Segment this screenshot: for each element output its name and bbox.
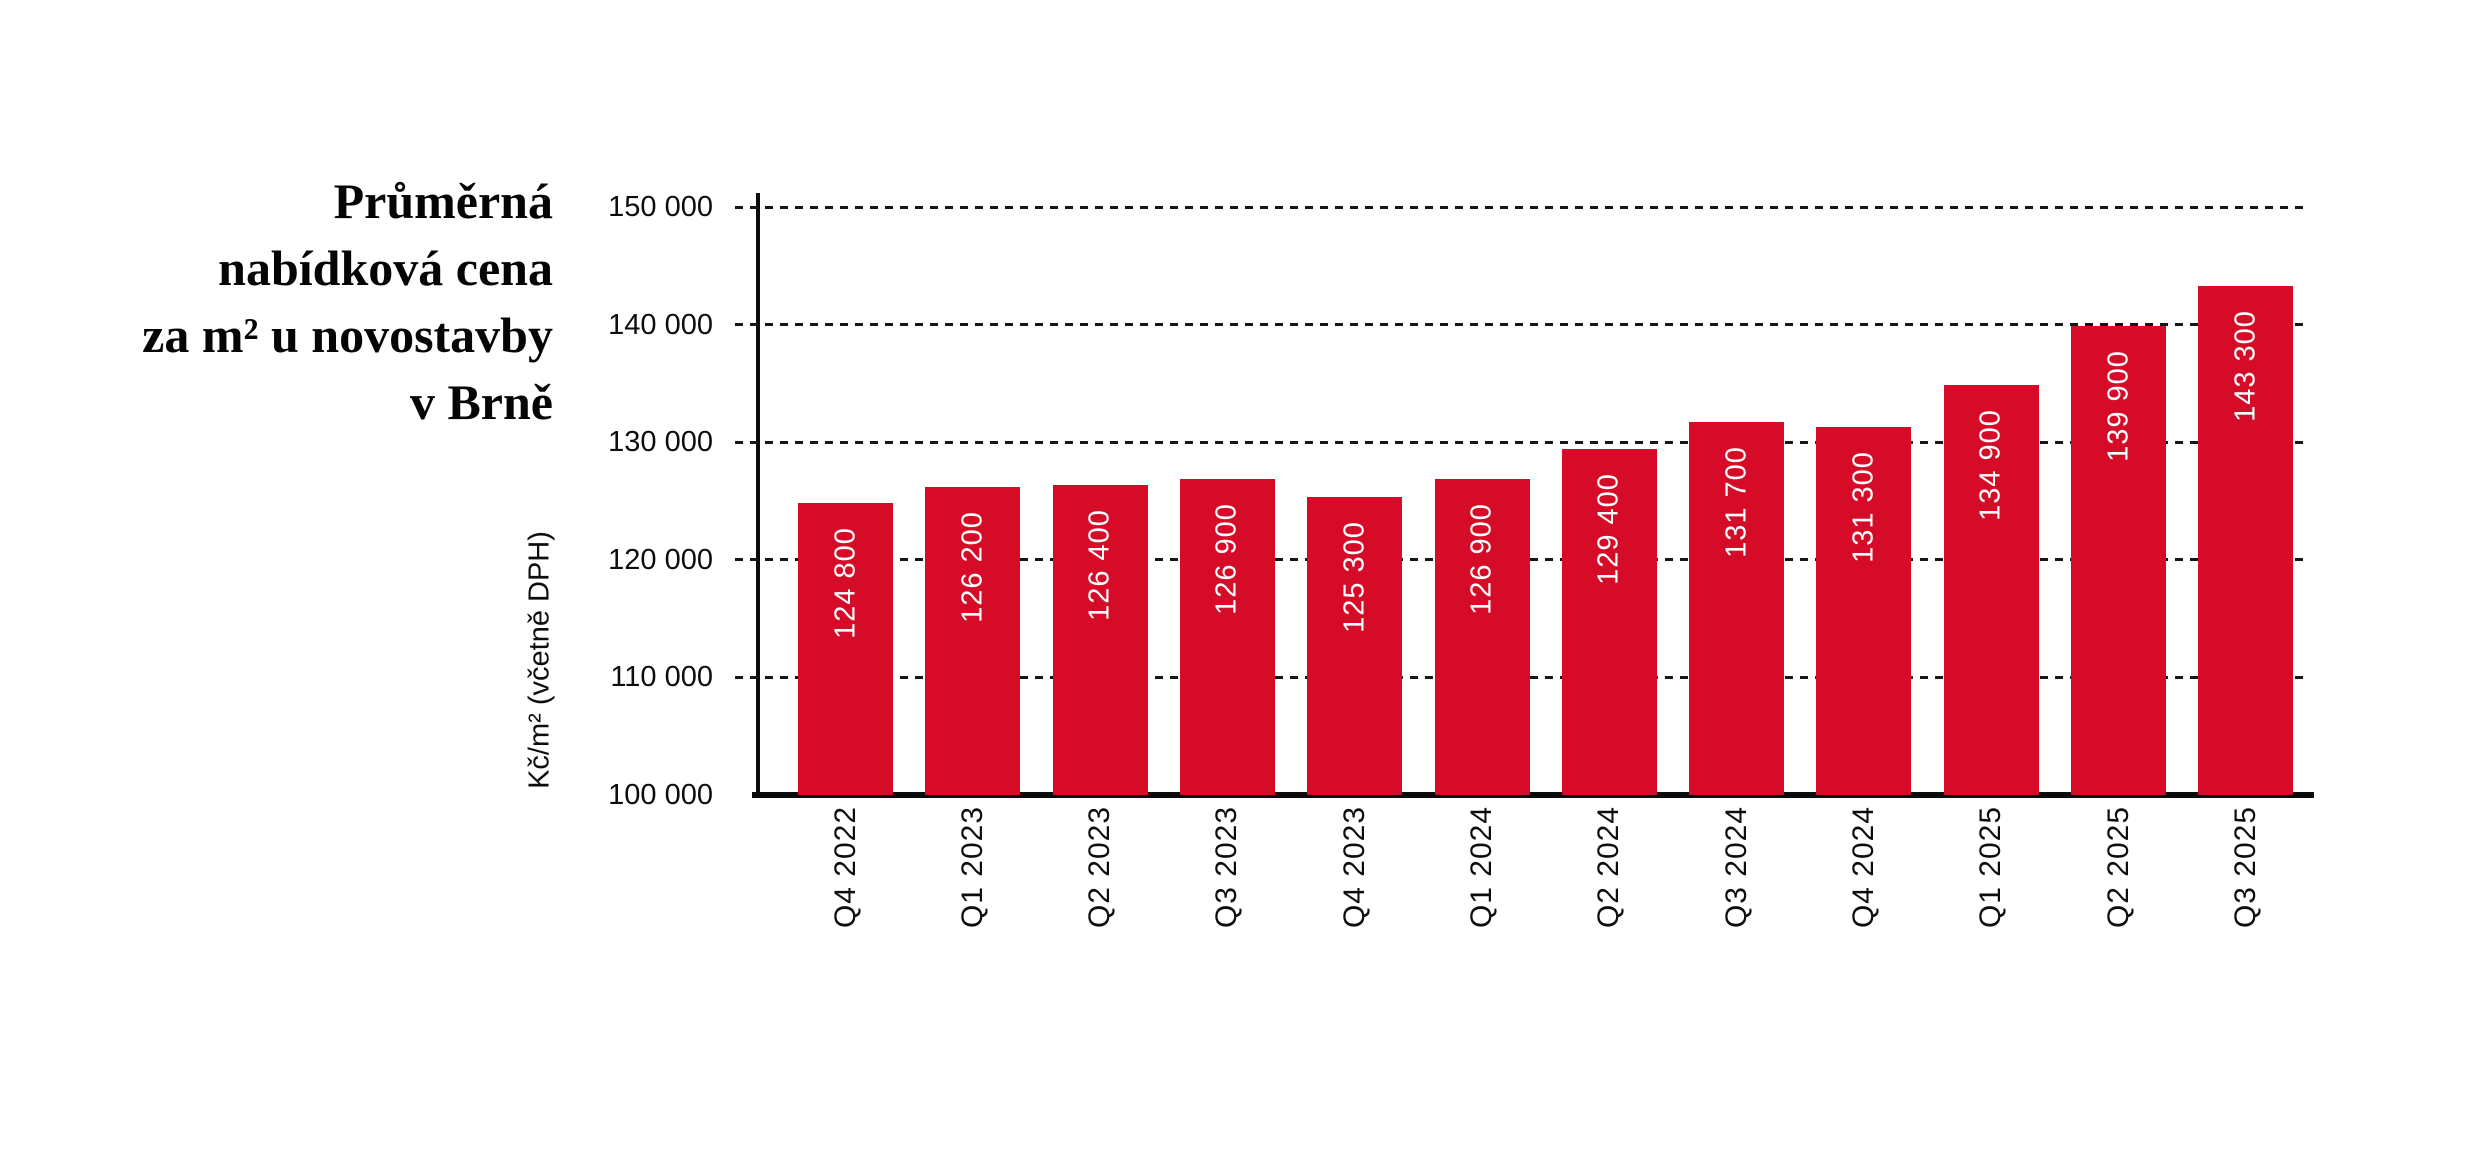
bar-q1-2023: 126 200 <box>925 486 1021 795</box>
bar-value-label: 129 400 <box>1592 473 1625 586</box>
x-tick-label: Q1 2023 <box>955 805 989 929</box>
chart-title-line-1: Průměrná <box>333 173 553 229</box>
x-tick-label: Q1 2025 <box>1974 805 2008 929</box>
bar-value-label: 143 300 <box>2229 309 2262 422</box>
bar-q4-2024: 131 300 <box>1816 426 1912 795</box>
bar-value-label: 134 900 <box>1974 408 2007 521</box>
x-tick-label: Q3 2025 <box>2228 805 2262 929</box>
bar-value-label: 124 800 <box>829 527 861 640</box>
bar-q3-2024: 131 700 <box>1689 422 1785 795</box>
x-tick-label: Q3 2023 <box>1210 805 1244 929</box>
chart-title-line-3: za m² u novostavby <box>142 307 553 363</box>
x-tick-label: Q2 2024 <box>1592 805 1626 929</box>
x-tick-label: Q4 2022 <box>828 805 862 929</box>
chart-title-line-2: nabídková cena <box>218 240 553 296</box>
x-tick-label: Q3 2024 <box>1719 805 1753 929</box>
x-tick-label: Q2 2025 <box>2101 805 2135 929</box>
bar-q1-2025: 134 900 <box>1943 384 2039 795</box>
bar-q3-2025: 143 300 <box>2198 285 2294 795</box>
bar-value-label: 126 200 <box>956 510 989 623</box>
y-tick-label: 140 000 <box>608 308 713 341</box>
chart-title-line-4: v Brně <box>409 374 553 430</box>
y-tick-label: 110 000 <box>610 661 713 694</box>
y-tick-label: 100 000 <box>608 779 713 811</box>
bar-value-label: 131 700 <box>1720 446 1753 559</box>
y-gridline <box>735 440 2303 444</box>
x-tick-label: Q4 2024 <box>1846 805 1880 929</box>
y-gridline <box>735 205 2303 209</box>
y-tick-label: 120 000 <box>608 543 713 576</box>
bar-q2-2023: 126 400 <box>1052 484 1148 795</box>
bar-q3-2023: 126 900 <box>1179 478 1275 795</box>
y-tick-label: 150 000 <box>608 191 713 223</box>
bar-value-label: 139 900 <box>2102 349 2134 462</box>
y-gridline <box>735 323 2303 327</box>
bar-value-label: 131 300 <box>1847 450 1880 563</box>
x-tick-label: Q2 2023 <box>1083 805 1117 929</box>
bar-q2-2025: 139 900 <box>2071 325 2166 795</box>
bar-q1-2024: 126 900 <box>1434 478 1530 795</box>
bar-value-label: 126 400 <box>1083 508 1116 621</box>
bar-value-label: 125 300 <box>1338 521 1371 634</box>
bar-value-label: 126 900 <box>1465 502 1498 615</box>
x-axis-line <box>752 792 2314 798</box>
bar-q4-2022: 124 800 <box>798 503 893 795</box>
chart-title: Průměrná nabídková cena za m² u novostav… <box>142 168 553 436</box>
y-tick-label: 130 000 <box>608 426 713 459</box>
bar-q2-2024: 129 400 <box>1561 449 1657 795</box>
y-axis-line <box>756 193 760 795</box>
x-tick-label: Q1 2024 <box>1465 805 1498 929</box>
x-tick-label: Q4 2023 <box>1337 805 1371 929</box>
bar-q4-2023: 125 300 <box>1307 497 1403 795</box>
bar-value-label: 126 900 <box>1210 502 1243 615</box>
